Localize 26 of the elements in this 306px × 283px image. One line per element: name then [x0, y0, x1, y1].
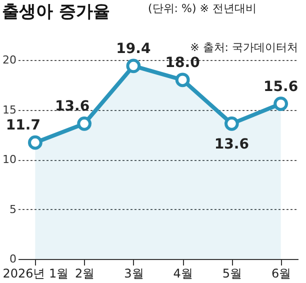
- point: [274, 96, 288, 111]
- chart-subtitle: (단위: %) ※ 전년대비: [148, 2, 256, 15]
- data-label: 19.4: [116, 40, 151, 57]
- point: [175, 72, 190, 88]
- chart-title: 출생아 증가율: [2, 2, 110, 22]
- point: [77, 116, 92, 131]
- data-label: 18.0: [165, 54, 200, 71]
- point: [224, 116, 239, 131]
- point: [28, 135, 42, 150]
- y-tick-label: 10: [2, 153, 16, 166]
- x-tick-label: 6월: [271, 266, 292, 280]
- x-tick-label: 2월: [74, 266, 95, 280]
- x-tick-label: 2026년 1월: [2, 266, 69, 280]
- x-tick-label: 4월: [173, 266, 193, 280]
- data-label: 13.6: [55, 98, 90, 115]
- y-tick-label: 0: [10, 252, 16, 266]
- y-tick-label: 15: [2, 103, 16, 116]
- text: ※ 출처: 국가데이터처: [190, 41, 298, 54]
- data-label: 15.6: [264, 78, 298, 95]
- x-tick-label: 3월: [124, 266, 144, 280]
- x-tick-label: 5월: [222, 266, 242, 280]
- data-label: 13.6: [214, 136, 249, 153]
- point: [126, 58, 141, 74]
- y-tick-label: 20: [2, 54, 16, 66]
- y-tick-label: 5: [10, 202, 16, 216]
- data-label: 11.7: [6, 118, 40, 134]
